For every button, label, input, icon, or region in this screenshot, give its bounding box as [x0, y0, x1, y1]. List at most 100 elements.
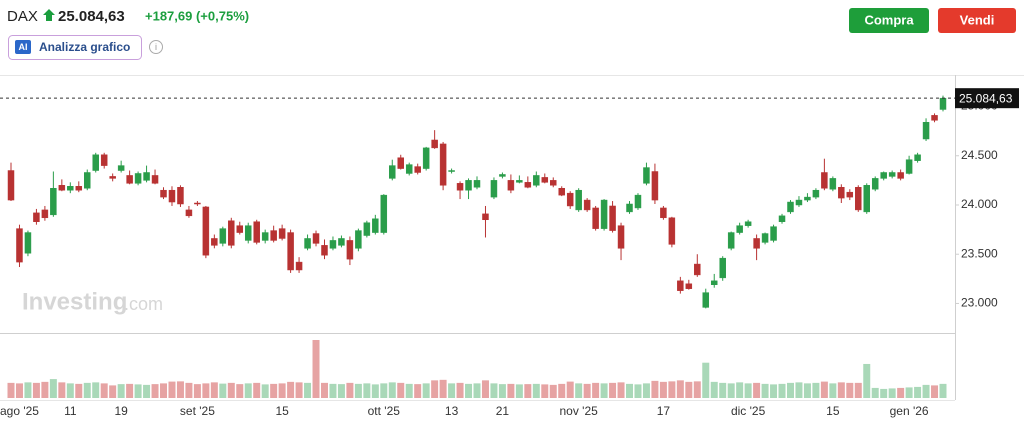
candle-body [660, 207, 667, 219]
ai-button[interactable] [8, 35, 142, 60]
candle-body [304, 238, 311, 249]
candle-body [507, 180, 515, 191]
candle-body [355, 230, 362, 249]
volume-bar [727, 383, 735, 398]
volume-bar [185, 382, 193, 398]
volume-bar [346, 382, 354, 398]
candle-body [244, 225, 252, 241]
candle-body [312, 233, 320, 244]
candle-body [753, 238, 760, 249]
x-tick-label: ago '25 [0, 404, 39, 418]
volume-bar [24, 382, 32, 398]
x-tick-label: 15 [826, 404, 840, 418]
candle-body [939, 97, 947, 110]
volume-bar [736, 382, 744, 398]
candle-body [75, 186, 83, 191]
candle-body [922, 122, 930, 140]
candle-body [278, 228, 286, 239]
volume-bar [58, 382, 66, 398]
candle-body [202, 206, 210, 256]
volume-bar [176, 381, 184, 398]
candle-body [744, 221, 752, 226]
candle-body [727, 232, 735, 249]
sell-button[interactable] [938, 8, 1016, 33]
candle-body [168, 189, 176, 203]
volume-bar [126, 383, 134, 398]
x-tick-label: 19 [114, 404, 128, 418]
candle-body [677, 280, 684, 291]
candle-body [439, 143, 447, 186]
volume-bar [676, 380, 684, 398]
volume-bar [371, 384, 379, 398]
candle-body [592, 207, 599, 229]
volume-bar [803, 383, 811, 398]
symbol: DAX [7, 8, 38, 25]
candle-body [694, 263, 701, 276]
volume-bar [558, 383, 566, 398]
volume-bar [219, 383, 227, 398]
volume-bar [168, 381, 176, 398]
candle-body [84, 172, 91, 189]
candle-body [710, 280, 718, 285]
candle-body [465, 180, 472, 191]
candle-body [829, 178, 837, 190]
volume-bar [871, 387, 879, 398]
ai-button-label: Analizza grafico [39, 40, 130, 54]
buy-button[interactable] [849, 8, 929, 33]
x-tick-label: 11 [64, 404, 77, 418]
x-tick-label: ott '25 [368, 404, 401, 418]
volume-bar [753, 382, 761, 398]
volume-bar [143, 384, 151, 398]
plot-area [0, 95, 955, 398]
volume-bar [253, 382, 261, 398]
volume-bar [41, 381, 49, 398]
volume-bar [778, 383, 786, 398]
candle-body [41, 209, 49, 219]
volume-bar [905, 387, 913, 398]
buy-button-label: Compra [864, 12, 914, 27]
volume-bar [244, 383, 252, 398]
volume-bar [524, 384, 532, 398]
last-price-box [955, 88, 1019, 109]
volume-bar [820, 381, 828, 398]
last-price: 25.084,63 [58, 8, 125, 25]
volume-bar [846, 382, 854, 398]
candle-body [558, 187, 565, 196]
volume-bar [304, 382, 312, 398]
candle-body [194, 202, 201, 205]
volume-bar [490, 383, 498, 398]
x-tick-label: 15 [275, 404, 289, 418]
volume-bar [15, 383, 23, 398]
volume-bar [278, 383, 286, 398]
volume-bar [880, 388, 888, 398]
candle-body [456, 183, 464, 191]
candle-body [897, 172, 904, 179]
volume-bar [939, 383, 947, 398]
volume-bar [761, 383, 769, 398]
info-icon-text: i [155, 42, 157, 52]
candle-body [533, 175, 540, 186]
y-tick-label: 23.000 [961, 296, 998, 310]
candle-body [600, 199, 608, 229]
x-tick-label: 21 [496, 404, 510, 418]
volume-bar [388, 382, 396, 398]
info-icon[interactable] [149, 40, 163, 54]
volume-bar [634, 384, 642, 398]
x-tick-label: set '25 [180, 404, 215, 418]
volume-bar [448, 383, 456, 398]
volume-bar [515, 384, 523, 398]
volume-bar [575, 383, 583, 398]
sell-button-label: Vendi [960, 12, 995, 27]
ai-badge-text: AI [19, 42, 28, 52]
candle-body [761, 233, 769, 243]
candle-body [321, 245, 328, 256]
x-tick-label: gen '26 [890, 404, 929, 418]
volume-bar [151, 384, 159, 398]
candle-body [651, 171, 659, 201]
y-tick-label: 24.500 [961, 148, 998, 162]
volume-bar [193, 384, 201, 398]
volume-bar [337, 384, 345, 398]
volume-bar [642, 383, 650, 398]
x-tick-label: 13 [445, 404, 459, 418]
